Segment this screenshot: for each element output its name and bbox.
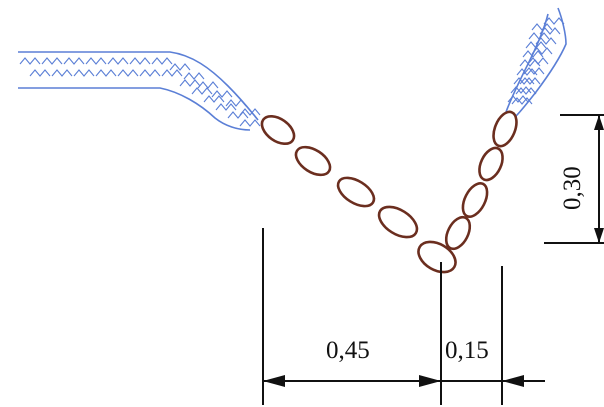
soil-hatch-mark — [29, 69, 51, 77]
soil-hatch-mark — [129, 57, 151, 65]
soil-hatch-mark — [41, 57, 63, 65]
soil-hatch-mark — [63, 57, 85, 65]
soil-hatch-mark — [169, 63, 191, 71]
soil-hatch-mark — [151, 57, 173, 65]
soil-hatch-mark — [531, 23, 553, 31]
soil-hatch-mark — [139, 69, 161, 77]
depth-arrowhead-top — [594, 115, 604, 130]
soil-hatch-mark — [85, 57, 107, 65]
left-soil-bank — [18, 51, 261, 131]
arrowhead-left — [263, 375, 285, 387]
soil-hatch-mark — [525, 41, 547, 49]
soil-hatch-mark — [227, 111, 249, 119]
soil-hatch-mark — [519, 77, 541, 85]
soil-hatch-mark — [179, 79, 201, 87]
lining-stone — [478, 146, 504, 182]
lining-stone — [377, 205, 419, 239]
lining-stone — [492, 110, 518, 148]
soil-hatch-mark — [513, 77, 535, 85]
soil-hatch-mark — [507, 95, 529, 103]
right-soil-bank — [505, 7, 567, 117]
soil-hatch-mark — [511, 97, 533, 105]
lining-stone — [294, 145, 332, 177]
soil-hatch-mark — [95, 69, 117, 77]
soil-hatch-mark — [225, 99, 247, 107]
right-bank-surface-line — [515, 7, 567, 117]
left-bank-hatching — [19, 57, 261, 127]
soil-hatch-mark — [215, 103, 237, 111]
soil-hatch-mark — [161, 69, 183, 77]
soil-hatch-mark — [203, 95, 225, 103]
left-bank-surface-line — [18, 51, 259, 121]
soil-hatch-mark — [107, 57, 129, 65]
lining-stone — [461, 182, 489, 218]
lining-stone — [444, 215, 472, 251]
lining-stone — [417, 240, 457, 274]
soil-hatch-mark — [211, 90, 233, 98]
soil-hatch-mark — [51, 69, 73, 77]
soil-hatch-mark — [528, 32, 550, 40]
soil-hatch-mark — [523, 67, 545, 75]
lining-stone — [260, 114, 296, 146]
soil-hatch-mark — [539, 27, 561, 35]
arrowhead-center — [419, 375, 441, 387]
soil-hatch-mark — [522, 50, 544, 58]
lining-stone — [336, 176, 376, 208]
arrowhead-right — [502, 375, 524, 387]
soil-hatch-mark — [117, 69, 139, 77]
soil-hatch-mark — [531, 47, 553, 55]
soil-hatch-mark — [183, 72, 205, 80]
soil-hatch-mark — [239, 108, 261, 116]
soil-hatch-mark — [197, 81, 219, 89]
soil-hatch-mark — [191, 87, 213, 95]
dimension-width-right-label: 0,15 — [445, 337, 489, 364]
soil-hatch-mark — [515, 87, 537, 95]
soil-hatch-mark — [239, 119, 261, 127]
soil-hatch-mark — [19, 57, 41, 65]
soil-hatch-mark — [73, 69, 95, 77]
dimension-width-left-label: 0,45 — [326, 337, 370, 364]
dimension-depth-label: 0,30 — [559, 166, 586, 210]
soil-hatch-mark — [535, 37, 557, 45]
soil-hatch-mark — [519, 59, 541, 67]
left-bank-lower-line — [18, 87, 251, 131]
soil-hatch-mark — [543, 17, 565, 25]
right-bank-hatching — [507, 17, 565, 105]
depth-arrowhead-bottom — [594, 228, 604, 243]
soil-hatch-mark — [510, 86, 532, 94]
stone-lining — [260, 110, 518, 274]
soil-hatch-mark — [516, 68, 538, 76]
